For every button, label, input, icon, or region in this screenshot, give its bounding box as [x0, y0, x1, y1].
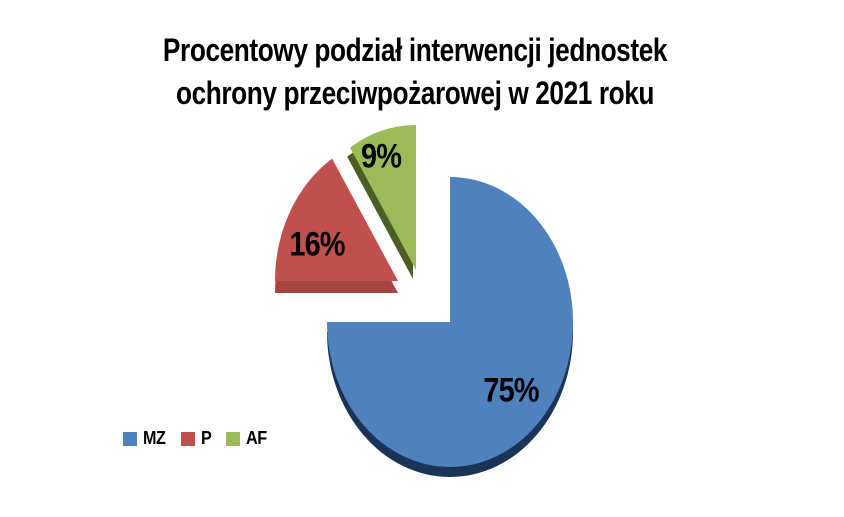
legend-swatch-af [225, 431, 240, 446]
pie-slice-af [350, 125, 416, 270]
chart-title: Procentowy podział interwencji jednostek… [75, 29, 756, 115]
pie-slice-mz [327, 177, 573, 467]
slice-label-p: 16% [289, 225, 345, 264]
legend-swatch-p [181, 431, 195, 446]
slice-label-mz: 75% [483, 371, 539, 410]
pie-slice-p [275, 158, 398, 281]
legend-item-p: P [181, 428, 213, 449]
legend-item-af: AF [225, 428, 269, 449]
legend-item-mz: MZ [123, 428, 168, 449]
chart-legend: MZ P AF [123, 428, 269, 449]
slice-label-af: 9% [360, 137, 402, 176]
chart-title-line-1: Procentowy podział interwencji jednostek [162, 32, 668, 68]
legend-label-p: P [201, 428, 212, 448]
chart-title-line-2: ochrony przeciwpożarowej w 2021 roku [175, 75, 655, 111]
legend-swatch-mz [123, 431, 137, 446]
legend-label-mz: MZ [143, 428, 166, 448]
legend-label-af: AF [245, 428, 267, 448]
